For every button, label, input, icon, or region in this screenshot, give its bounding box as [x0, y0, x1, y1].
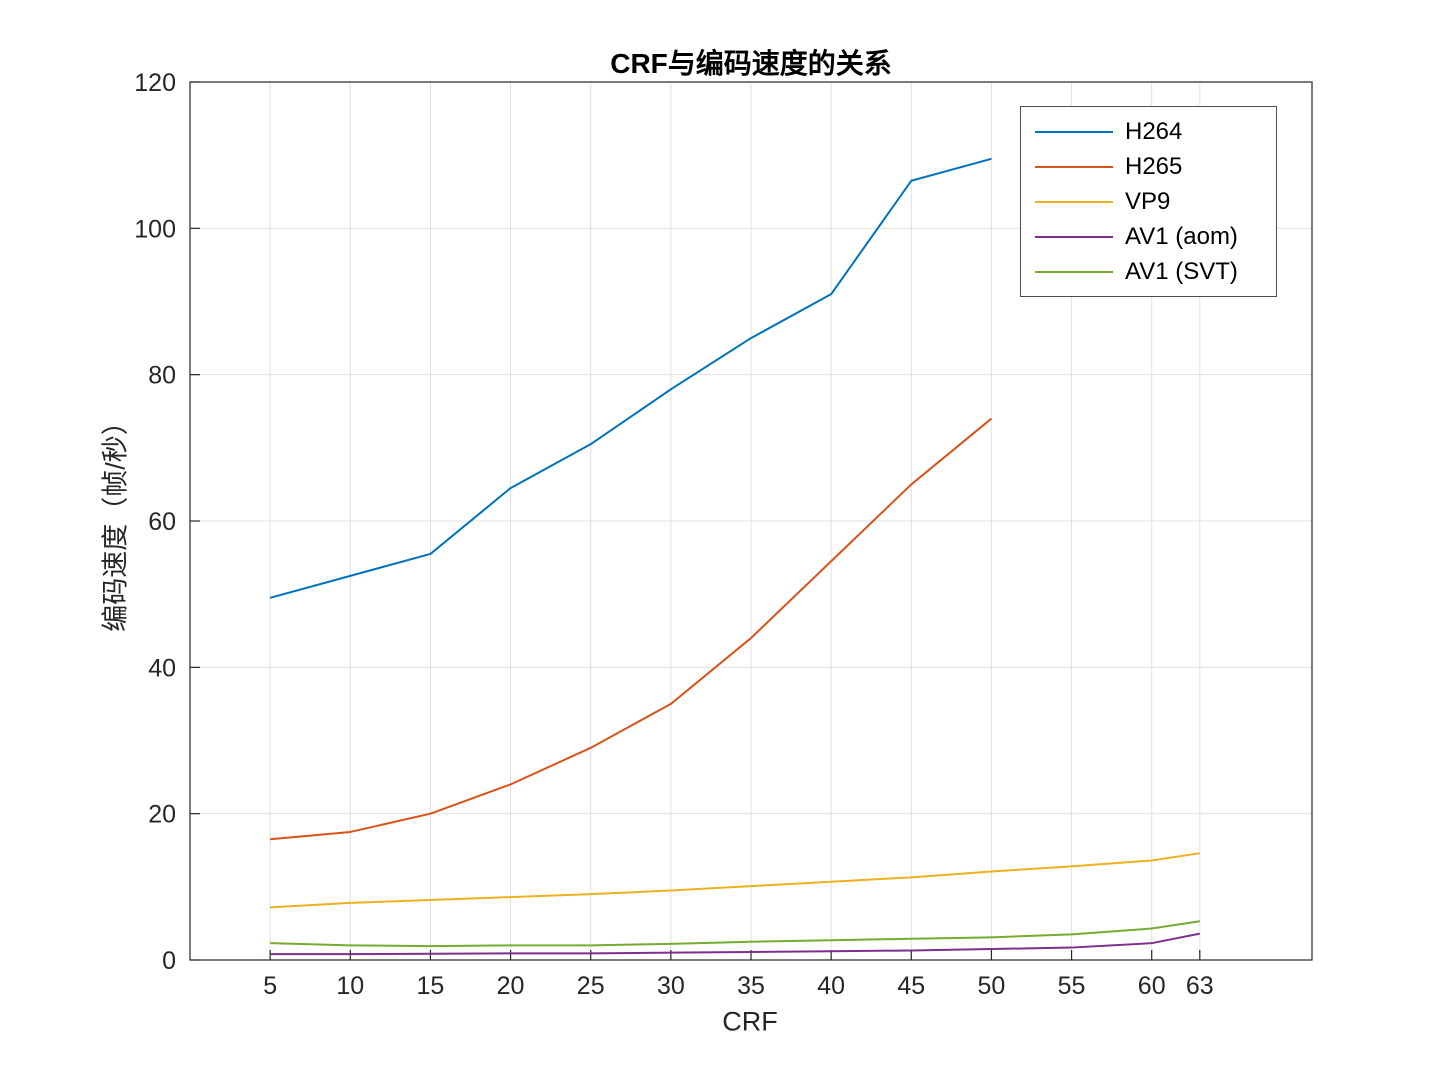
x-tick-label: 50: [978, 972, 1006, 1000]
x-tick-label: 55: [1058, 972, 1086, 1000]
legend-item-h264: H264: [1021, 114, 1276, 149]
x-tick-label: 30: [657, 972, 685, 1000]
x-tick-label: 60: [1138, 972, 1166, 1000]
y-tick-label: 20: [148, 801, 176, 829]
legend-label: AV1 (aom): [1125, 222, 1238, 250]
series-line-vp9: [270, 852, 1200, 909]
y-tick-label: 0: [162, 947, 176, 975]
x-tick-label: 63: [1186, 972, 1214, 1000]
x-axis-label: CRF: [722, 1006, 778, 1037]
x-tick-label: 5: [263, 972, 277, 1000]
legend-line-sample: [1035, 130, 1113, 133]
legend: H264 H265 VP9 AV1 (aom) AV1 (SVT): [1020, 106, 1277, 297]
x-tick-label: 35: [737, 972, 765, 1000]
x-tick-label: 25: [577, 972, 605, 1000]
legend-line-sample: [1035, 165, 1113, 168]
x-tick-label: 40: [817, 972, 845, 1000]
legend-label: AV1 (SVT): [1125, 257, 1238, 285]
legend-line-sample: [1035, 235, 1113, 238]
series-line-h265: [270, 417, 993, 841]
y-axis-label: 编码速度（帧/秒）: [100, 408, 131, 632]
legend-line-sample: [1035, 270, 1113, 273]
legend-item-h265: H265: [1021, 149, 1276, 184]
series-line-av1-svt-: [270, 920, 1200, 948]
y-tick-label: 40: [148, 654, 176, 682]
x-tick-label: 15: [417, 972, 445, 1000]
legend-item-vp9: VP9: [1021, 184, 1276, 219]
legend-label: H265: [1125, 152, 1183, 180]
legend-line-sample: [1035, 200, 1113, 203]
y-tick-label: 120: [134, 69, 176, 97]
series-line-h264: [269, 157, 992, 599]
y-tick-label: 80: [148, 362, 176, 390]
y-tick-label: 60: [148, 508, 176, 536]
legend-label: H264: [1125, 117, 1183, 145]
chart-title: CRF与编码速度的关系: [610, 48, 892, 79]
legend-label: VP9: [1125, 187, 1171, 215]
y-tick-label: 100: [134, 215, 176, 243]
x-tick-label: 20: [497, 972, 525, 1000]
legend-item-av1-svt-: AV1 (SVT): [1021, 254, 1276, 289]
x-tick-label: 45: [897, 972, 925, 1000]
legend-item-av1-aom-: AV1 (aom): [1021, 219, 1276, 254]
series-line-av1-aom-: [270, 932, 1200, 956]
x-tick-label: 10: [336, 972, 364, 1000]
